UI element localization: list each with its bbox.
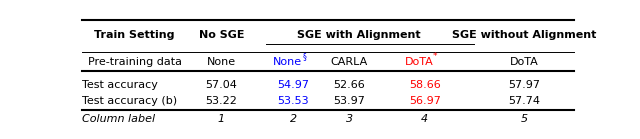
Text: 53.97: 53.97 — [333, 96, 365, 106]
Text: 52.66: 52.66 — [333, 80, 365, 90]
Text: 53.53: 53.53 — [278, 96, 309, 106]
Text: SGE without Alignment: SGE without Alignment — [452, 30, 596, 40]
Text: 5: 5 — [520, 114, 527, 124]
Text: 56.97: 56.97 — [409, 96, 441, 106]
Text: *: * — [433, 52, 437, 61]
Text: 3: 3 — [346, 114, 353, 124]
Text: 1: 1 — [218, 114, 225, 124]
Text: 57.04: 57.04 — [205, 80, 237, 90]
Text: CARLA: CARLA — [331, 57, 368, 67]
Text: None: None — [207, 57, 236, 67]
Text: Test accuracy (b): Test accuracy (b) — [83, 96, 178, 106]
Text: 2: 2 — [290, 114, 297, 124]
Text: §: § — [302, 52, 306, 61]
Text: Column label: Column label — [83, 114, 156, 124]
Text: No SGE: No SGE — [198, 30, 244, 40]
Text: DoTA: DoTA — [404, 57, 433, 67]
Text: 54.97: 54.97 — [277, 80, 309, 90]
Text: 53.22: 53.22 — [205, 96, 237, 106]
Text: SGE with Alignment: SGE with Alignment — [297, 30, 421, 40]
Text: 4: 4 — [421, 114, 428, 124]
Text: 57.97: 57.97 — [508, 80, 540, 90]
Text: Test accuracy: Test accuracy — [83, 80, 158, 90]
Text: 58.66: 58.66 — [409, 80, 440, 90]
Text: Pre-training data: Pre-training data — [88, 57, 182, 67]
Text: None: None — [273, 57, 302, 67]
Text: Train Setting: Train Setting — [94, 30, 175, 40]
Text: DoTA: DoTA — [509, 57, 538, 67]
Text: 57.74: 57.74 — [508, 96, 540, 106]
